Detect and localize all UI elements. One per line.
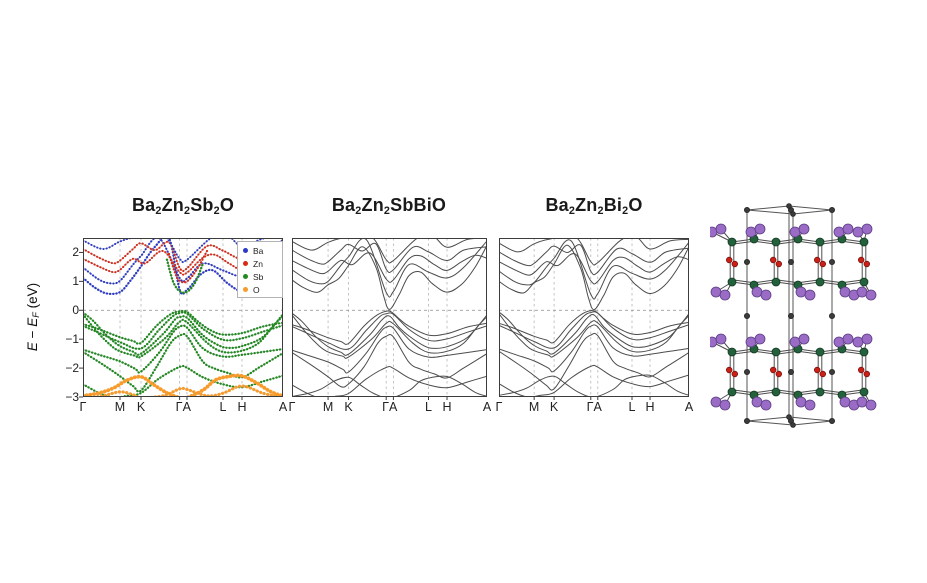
- y-tick-0: 0: [72, 302, 79, 317]
- kpath-label-K: K: [136, 400, 146, 414]
- y-axis-label: E − EF (eV): [25, 282, 41, 352]
- band-structure-panel-2: [292, 238, 487, 400]
- panel-title-ba2zn2sb2o: Ba2Zn2Sb2O: [131, 195, 235, 217]
- kpath-label-H: H: [645, 400, 655, 414]
- kpath-label-L: L: [425, 400, 432, 414]
- band-structure-panel-3: [499, 238, 689, 400]
- kpath-label-L: L: [628, 400, 636, 414]
- kpath-label-H: H: [237, 400, 247, 414]
- y-tick-1: 1: [72, 273, 79, 288]
- legend-dot-icon: [243, 274, 248, 279]
- kpath-label-A: A: [684, 400, 694, 414]
- kpath-label-A: A: [482, 400, 492, 414]
- kpath-label-H: H: [442, 400, 452, 414]
- kpath-label-M: M: [528, 400, 540, 414]
- legend-dot-icon: [243, 248, 248, 253]
- kpath-label-ΓA: ΓA: [175, 400, 191, 414]
- y-tick--1: −1: [65, 331, 79, 346]
- kpath-label-ΓA: ΓA: [586, 400, 602, 414]
- kpath-label-K: K: [344, 400, 353, 414]
- kpath-label-Γ: Γ: [79, 400, 87, 414]
- kpath-label-K: K: [549, 400, 559, 414]
- kpath-label-A: A: [278, 400, 288, 414]
- kpath-label-Γ: Γ: [495, 400, 503, 414]
- legend-dot-icon: [243, 287, 248, 292]
- legend-item-O: O: [243, 283, 282, 296]
- kpath-label-M: M: [114, 400, 126, 414]
- y-tick--3: −3: [65, 389, 79, 404]
- kpath-label-ΓA: ΓA: [382, 400, 398, 414]
- crystal-structure-drawing: [706, 198, 882, 438]
- panel-title-ba2zn2sbbio: Ba2Zn2SbBiO: [331, 195, 447, 217]
- kpath-label-Γ: Γ: [288, 400, 296, 414]
- band-structure-panel-1: [79, 238, 283, 400]
- kpath-labels-1: Γ M K ΓA L H A: [79, 400, 288, 414]
- kpath-labels-2: Γ M K ΓA L H A: [288, 400, 492, 414]
- legend-item-Zn: Zn: [243, 257, 282, 270]
- panel-title-ba2zn2bi2o: Ba2Zn2Bi2O: [545, 195, 643, 217]
- y-tick-2: 2: [72, 244, 79, 259]
- legend-item-Ba: Ba: [243, 244, 282, 257]
- legend-item-Sb: Sb: [243, 270, 282, 283]
- kpath-label-M: M: [322, 400, 334, 414]
- legend-dot-icon: [243, 261, 248, 266]
- kpath-labels-3: Γ M K ΓA L H A: [495, 400, 694, 414]
- orbital-legend: Ba Zn Sb O: [237, 241, 283, 298]
- kpath-label-L: L: [219, 400, 227, 414]
- y-tick--2: −2: [65, 360, 79, 375]
